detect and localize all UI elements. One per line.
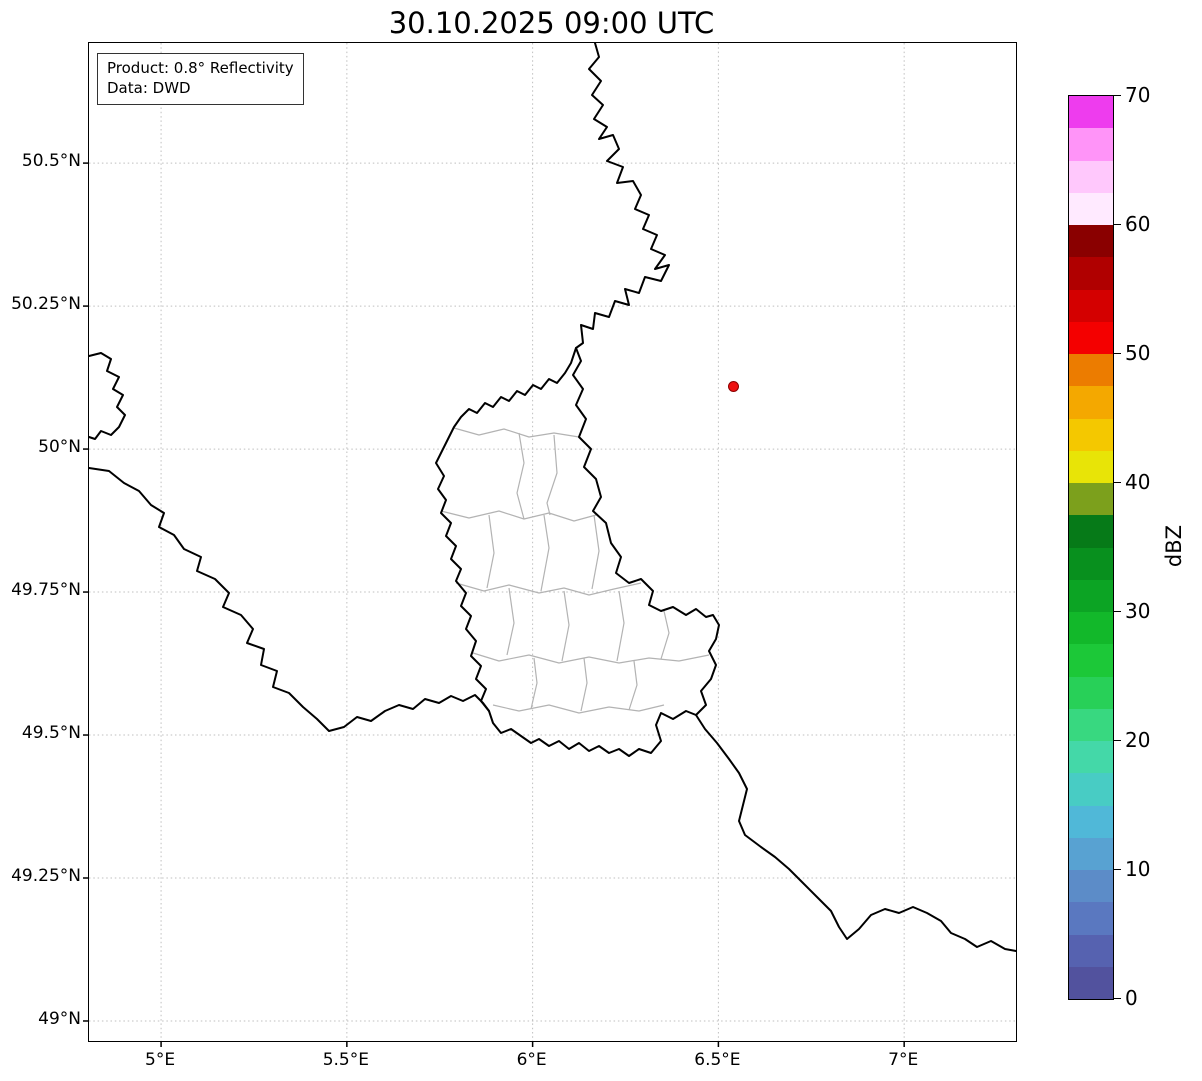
colorbar-tick-mark <box>1114 224 1121 225</box>
colorbar-segment <box>1069 579 1113 612</box>
colorbar-segment <box>1069 741 1113 774</box>
colorbar-tick-label: 50 <box>1125 341 1151 365</box>
y-tick-label: 50.25°N <box>11 294 81 315</box>
grid-layer <box>83 43 1016 1047</box>
colorbar-segment <box>1069 966 1113 999</box>
colorbar-segment <box>1069 515 1113 548</box>
colorbar-tick-mark <box>1114 740 1121 741</box>
x-tick-label: 6.5°E <box>694 1050 741 1070</box>
colorbar-segment <box>1069 547 1113 580</box>
x-tick-label: 5.5°E <box>322 1050 369 1070</box>
colorbar-tick-mark <box>1114 95 1121 96</box>
y-tick-label: 49.5°N <box>21 723 81 744</box>
colorbar-segment <box>1069 128 1113 161</box>
border-belgium-germany <box>575 42 670 349</box>
colorbar-segment <box>1069 934 1113 967</box>
colorbar <box>1068 95 1114 1000</box>
country-borders <box>88 42 1017 952</box>
colorbar-segment <box>1069 96 1113 129</box>
colorbar-segment <box>1069 483 1113 516</box>
colorbar-tick-mark <box>1114 482 1121 483</box>
colorbar-segment <box>1069 676 1113 709</box>
colorbar-segment <box>1069 354 1113 387</box>
colorbar-segment <box>1069 644 1113 677</box>
colorbar-tick-mark <box>1114 611 1121 612</box>
product-info-box: Product: 0.8° Reflectivity Data: DWD <box>97 53 304 105</box>
colorbar-segment <box>1069 870 1113 903</box>
colorbar-segment <box>1069 708 1113 741</box>
border-luxembourg <box>435 347 720 757</box>
colorbar-tick-label: 40 <box>1125 470 1151 494</box>
y-tick-label: 50°N <box>38 437 81 458</box>
colorbar-segment <box>1069 321 1113 354</box>
x-tick-label: 6°E <box>516 1050 547 1070</box>
colorbar-segments <box>1069 96 1113 999</box>
colorbar-tick-mark <box>1114 353 1121 354</box>
colorbar-segment <box>1069 805 1113 838</box>
colorbar-segment <box>1069 289 1113 322</box>
colorbar-tick-label: 60 <box>1125 212 1151 236</box>
colorbar-tick-label: 70 <box>1125 83 1151 107</box>
colorbar-tick-label: 0 <box>1125 986 1138 1010</box>
colorbar-segment <box>1069 902 1113 935</box>
product-line: Product: 0.8° Reflectivity <box>107 59 294 77</box>
colorbar-segment <box>1069 450 1113 483</box>
x-tick-label: 5°E <box>145 1050 176 1070</box>
y-tick-label: 49.75°N <box>11 580 81 601</box>
border-france-germany <box>695 714 1017 952</box>
colorbar-tick-label: 30 <box>1125 599 1151 623</box>
colorbar-tick-mark <box>1114 998 1121 999</box>
colorbar-segment <box>1069 773 1113 806</box>
colorbar-segment <box>1069 612 1113 645</box>
y-tick-label: 49.25°N <box>11 866 81 886</box>
colorbar-tick-label: 10 <box>1125 857 1151 881</box>
border-givet-salient <box>88 352 126 440</box>
colorbar-tick-mark <box>1114 869 1121 870</box>
colorbar-segment <box>1069 386 1113 419</box>
y-tick-label: 49°N <box>38 1008 81 1029</box>
colorbar-segment <box>1069 418 1113 451</box>
colorbar-segment <box>1069 192 1113 225</box>
colorbar-segment <box>1069 160 1113 193</box>
x-tick-label: 7°E <box>888 1050 919 1070</box>
colorbar-axis-label: dBZ <box>1162 524 1186 568</box>
colorbar-segment <box>1069 837 1113 870</box>
border-layer <box>88 42 1017 952</box>
colorbar-segment <box>1069 257 1113 290</box>
border-france-belgium <box>88 467 490 732</box>
colorbar-segment <box>1069 225 1113 258</box>
radar-site-marker <box>727 380 739 392</box>
map-axes: Product: 0.8° Reflectivity Data: DWD <box>83 42 1017 1047</box>
data-source-line: Data: DWD <box>107 79 191 98</box>
y-tick-label: 50.5°N <box>21 151 81 172</box>
figure-title: 30.10.2025 09:00 UTC <box>388 6 715 40</box>
canton-borders <box>440 427 710 714</box>
colorbar-tick-label: 20 <box>1125 728 1151 752</box>
